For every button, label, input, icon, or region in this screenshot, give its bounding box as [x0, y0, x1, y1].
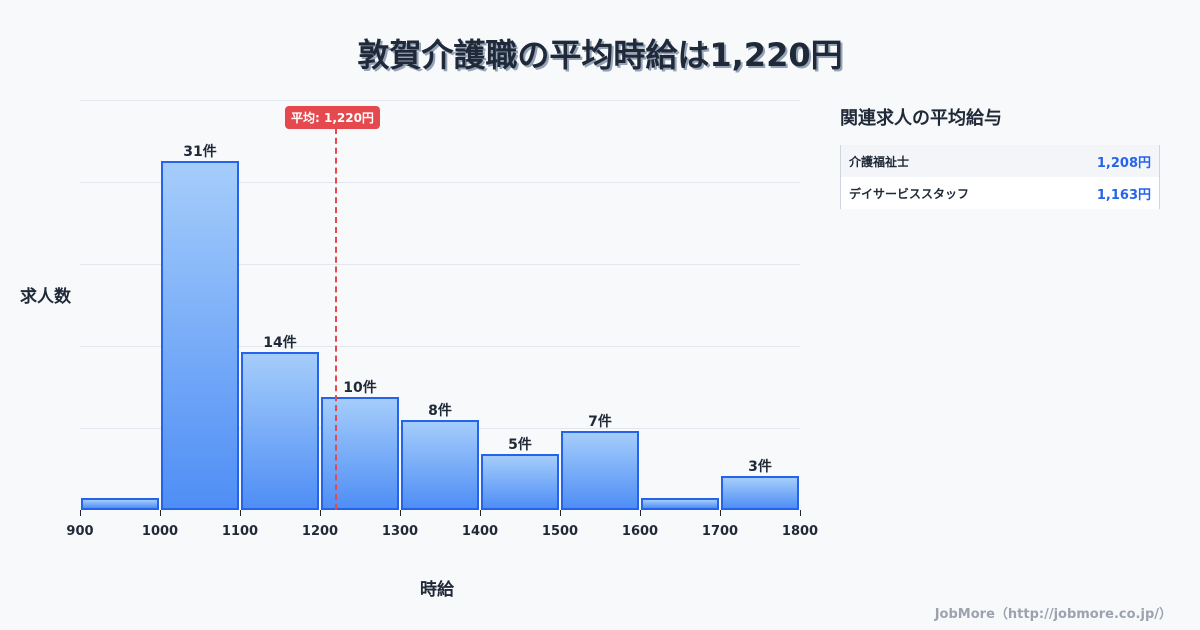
bar-count-label: 14件	[263, 335, 297, 352]
x-tick	[560, 510, 561, 516]
histogram-bar	[481, 453, 559, 510]
histogram-bar	[561, 431, 639, 510]
bar-count-label: 7件	[588, 414, 612, 431]
average-badge: 平均: 1,220円	[285, 106, 380, 129]
related-job-row: 介護福祉士 1,208円	[841, 145, 1159, 177]
related-job-wage: 1,163円	[1096, 187, 1151, 203]
related-jobs-title: 関連求人の平均給与	[840, 108, 1002, 129]
x-tick	[240, 510, 241, 516]
histogram-bar	[721, 476, 799, 510]
histogram-bar	[641, 498, 719, 510]
gridline	[80, 100, 800, 101]
histogram-bar	[321, 397, 399, 510]
histogram-bar	[241, 352, 319, 510]
x-tick	[400, 510, 401, 516]
footer-credit: JobMore（http://jobmore.co.jp/）	[934, 607, 1172, 622]
bar-count-label: 31件	[183, 143, 217, 160]
related-job-wage: 1,208円	[1096, 155, 1151, 171]
x-tick	[720, 510, 721, 516]
related-job-name: 介護福祉士	[849, 154, 910, 169]
bar-count-label: 10件	[343, 380, 377, 397]
x-tick	[800, 510, 801, 516]
x-tick-label: 1600	[621, 524, 659, 539]
x-tick	[480, 510, 481, 516]
x-tick-label: 1000	[141, 524, 179, 539]
x-tick	[320, 510, 321, 516]
related-job-name: デイサービススタッフ	[849, 186, 970, 201]
bar-count-label: 3件	[748, 459, 772, 476]
x-axis-label: 時給	[420, 580, 454, 600]
x-tick-label: 1200	[301, 524, 339, 539]
bar-count-label: 5件	[508, 436, 532, 453]
page-title: 敦賀介護職の平均時給は1,220円	[357, 36, 843, 74]
related-job-row: デイサービススタッフ 1,163円	[841, 177, 1159, 209]
histogram-bar	[81, 498, 159, 510]
histogram-bar	[401, 419, 479, 510]
gridline	[80, 264, 800, 265]
x-tick-label: 1300	[381, 524, 419, 539]
average-line	[335, 128, 337, 510]
bar-count-label: 8件	[428, 402, 452, 419]
histogram-plot: 31件 14件 10件 8件 5件 7件 3件	[80, 100, 800, 510]
x-tick-label: 1800	[781, 524, 819, 539]
x-tick	[640, 510, 641, 516]
x-tick-label: 1700	[701, 524, 739, 539]
histogram-bar	[161, 160, 239, 510]
related-jobs-table: 介護福祉士 1,208円 デイサービススタッフ 1,163円	[840, 145, 1160, 209]
x-tick-label: 1500	[541, 524, 579, 539]
gridline	[80, 346, 800, 347]
x-tick-label: 900	[66, 524, 94, 539]
x-tick-label: 1400	[461, 524, 499, 539]
gridline	[80, 182, 800, 183]
x-tick	[80, 510, 81, 516]
x-tick-label: 1100	[221, 524, 259, 539]
x-tick	[160, 510, 161, 516]
y-axis-label: 求人数	[20, 287, 71, 307]
